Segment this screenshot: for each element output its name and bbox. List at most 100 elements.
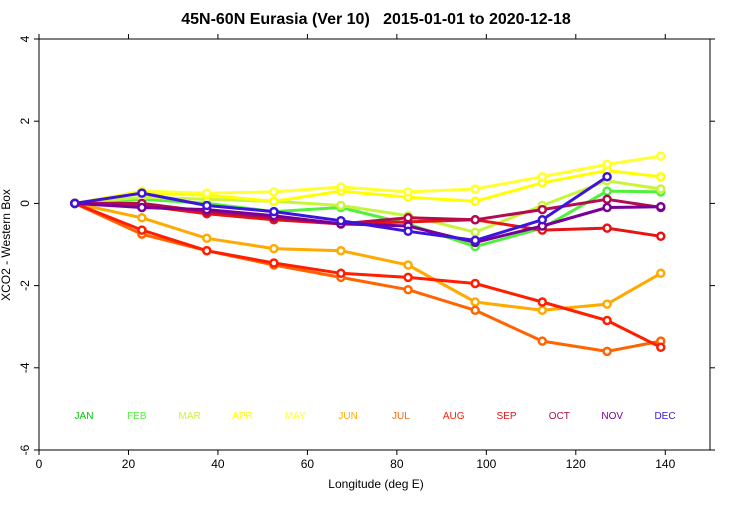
series-apr	[70, 165, 666, 209]
x-tick-label: 40	[211, 457, 225, 471]
legend-label-nov: NOV	[601, 411, 623, 422]
legend-label-sep: SEP	[497, 411, 517, 422]
x-tick-label: 20	[122, 457, 136, 471]
data-point-may	[602, 159, 612, 170]
legend-label-mar: MAR	[179, 411, 201, 422]
data-point-may	[656, 151, 666, 161]
data-point-dec	[202, 200, 212, 211]
data-point-aug	[403, 272, 413, 283]
data-point-dec	[602, 171, 612, 182]
data-point-jun	[403, 260, 413, 270]
data-point-jul	[537, 336, 548, 346]
y-tick-label: 2	[18, 118, 32, 125]
data-point-aug	[602, 315, 612, 326]
data-point-dec	[403, 226, 413, 237]
data-point-may	[537, 171, 548, 182]
data-point-mar	[336, 200, 346, 211]
data-point-jun	[269, 243, 279, 254]
data-point-aug	[202, 245, 212, 256]
data-point-jul	[602, 346, 612, 357]
legend-label-apr: APR	[232, 411, 253, 422]
data-point-nov	[656, 201, 666, 212]
x-tick-label: 60	[301, 457, 315, 471]
data-point-dec	[336, 215, 346, 226]
series-line-aug	[73, 201, 663, 349]
series-group	[70, 151, 666, 357]
series-jun	[70, 198, 666, 316]
y-tick-label: 4	[18, 35, 32, 42]
data-point-jun	[202, 233, 212, 244]
legend-label-dec: DEC	[654, 411, 675, 422]
data-point-may	[202, 188, 212, 198]
data-point-dec	[269, 206, 279, 217]
data-point-apr	[470, 196, 480, 207]
legend-label-jan: JAN	[75, 411, 94, 422]
series-line-may	[73, 154, 663, 205]
y-tick-label: -6	[18, 444, 32, 455]
data-point-aug	[336, 268, 346, 279]
series-line-jun	[73, 201, 663, 312]
data-point-aug	[470, 278, 480, 289]
data-point-mar	[656, 184, 666, 194]
legend-label-jul: JUL	[392, 411, 410, 422]
data-point-apr	[269, 196, 279, 207]
y-axis-label: XCO2 - Western Box	[0, 189, 13, 301]
data-point-jun	[656, 268, 666, 279]
data-point-may	[470, 184, 480, 194]
data-point-jun	[602, 299, 612, 309]
legend-label-oct: OCT	[549, 411, 570, 422]
data-point-jun	[336, 245, 346, 256]
x-tick-label: 100	[476, 457, 496, 471]
legend-label-feb: FEB	[127, 411, 147, 422]
data-point-aug	[137, 225, 147, 235]
data-point-oct	[403, 213, 413, 223]
legend-label-jun: JUN	[338, 411, 357, 422]
x-tick-label: 120	[566, 457, 586, 471]
legend-label-aug: AUG	[443, 411, 465, 422]
data-point-dec	[70, 198, 80, 209]
series-aug	[70, 198, 666, 353]
data-point-aug	[656, 342, 666, 353]
data-point-jun	[137, 213, 147, 223]
legend-label-may: MAY	[285, 411, 306, 422]
data-point-oct	[602, 194, 612, 205]
data-point-may	[403, 187, 413, 197]
data-point-apr	[656, 171, 666, 182]
data-point-sep	[602, 223, 612, 233]
data-point-oct	[470, 215, 480, 225]
axes: 0 20 40 60 80 100 120 140 -6 -4 -2 0 2 4	[18, 34, 715, 471]
data-point-dec	[537, 215, 548, 225]
series-line-feb	[73, 189, 663, 249]
data-point-may	[336, 182, 346, 192]
data-point-dec	[470, 235, 480, 246]
series-dec	[70, 171, 612, 246]
y-tick-label: 0	[18, 200, 32, 207]
y-tick-label: -4	[18, 362, 32, 373]
data-point-jun	[537, 305, 548, 316]
data-point-sep	[656, 231, 666, 242]
x-axis-label: Longitude (deg E)	[328, 477, 423, 491]
plot-frame	[38, 38, 711, 451]
data-point-oct	[537, 204, 548, 215]
y-tick-label: -2	[18, 280, 32, 291]
data-point-feb	[602, 186, 612, 196]
series-line-jul	[73, 201, 663, 353]
data-point-nov	[137, 202, 147, 213]
data-point-nov	[602, 202, 612, 213]
x-tick-label: 0	[36, 457, 43, 471]
series-line-apr	[73, 169, 663, 205]
legend: JAN FEB MAR APR MAY JUN JUL AUG SEP OCT NOV DEC	[75, 411, 676, 422]
data-point-may	[269, 187, 279, 197]
data-point-aug	[269, 258, 279, 268]
data-point-jun	[470, 297, 480, 307]
data-point-jul	[403, 284, 413, 295]
data-point-mar	[470, 227, 480, 237]
x-tick-label: 140	[655, 457, 675, 471]
data-point-dec	[137, 188, 147, 198]
data-point-jul	[470, 305, 480, 316]
chart-title: 45N-60N Eurasia (Ver 10) 2015-01-01 to 2…	[181, 11, 571, 28]
x-tick-label: 80	[390, 457, 404, 471]
